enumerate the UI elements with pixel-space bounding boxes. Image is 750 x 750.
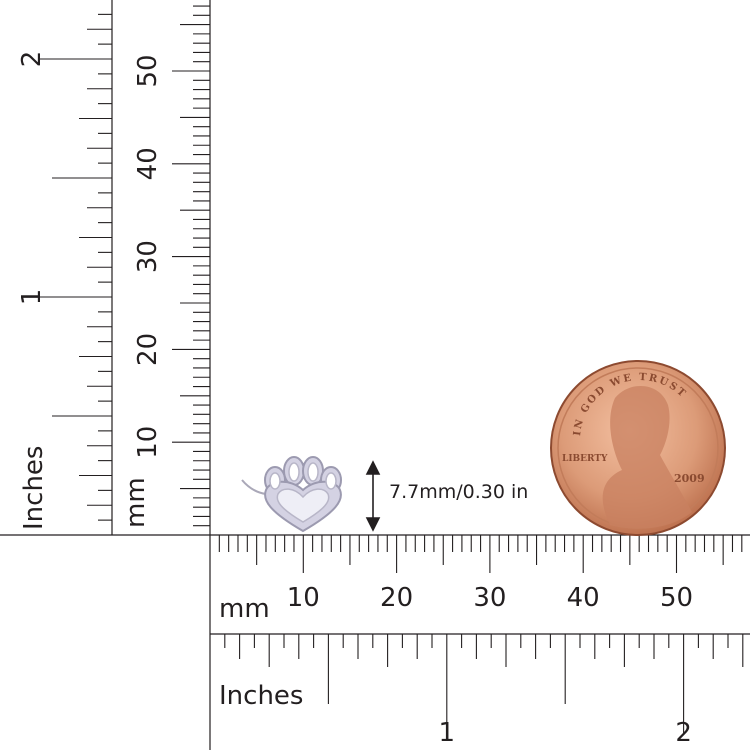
dimension-label: 7.7mm/0.30 in	[389, 481, 528, 503]
horizontal-mm-tick-label: 40	[567, 583, 600, 613]
penny-coin-image: IN GOD WE TRUST LIBERTY 2009	[550, 360, 726, 536]
coin-liberty: LIBERTY	[562, 454, 608, 464]
vertical-inch-tick-label: 1	[17, 289, 47, 306]
horizontal-mm-tick-label: 30	[473, 583, 506, 613]
vertical-mm-tick-label: 40	[133, 147, 163, 180]
horizontal-inch-unit-label: Inches	[219, 681, 303, 711]
vertical-mm-unit-label: mm	[121, 477, 151, 528]
vertical-mm-tick-label: 10	[133, 426, 163, 459]
horizontal-mm-tick-label: 20	[380, 583, 413, 613]
horizontal-mm-tick-label: 10	[287, 583, 320, 613]
vertical-inch-tick-label: 2	[17, 51, 47, 68]
horizontal-inch-tick-label: 1	[439, 718, 456, 748]
horizontal-inch-tick-label: 2	[675, 718, 692, 748]
vertical-mm-tick-label: 30	[133, 240, 163, 273]
horizontal-mm-unit-label: mm	[219, 594, 270, 624]
paw-pendant-image	[241, 456, 342, 533]
vertical-mm-tick-label: 20	[133, 333, 163, 366]
dimension-arrow	[365, 460, 381, 532]
horizontal-mm-tick-label: 50	[660, 583, 693, 613]
vertical-mm-tick-label: 50	[133, 54, 163, 87]
coin-year: 2009	[674, 472, 705, 485]
vertical-inch-unit-label: Inches	[19, 446, 49, 530]
